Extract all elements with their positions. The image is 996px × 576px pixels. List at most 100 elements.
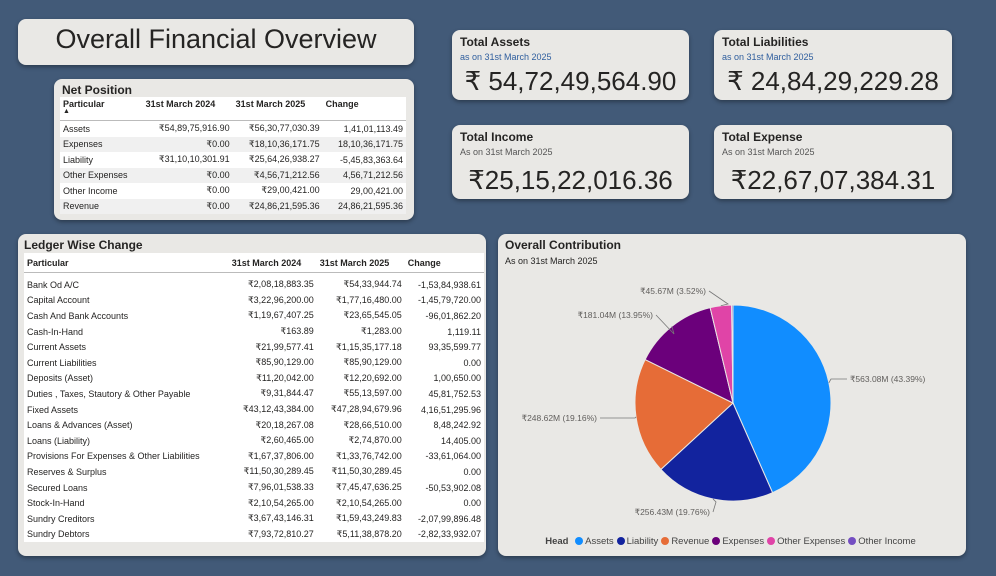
kpi-value: ₹25,15,22,016.36 bbox=[468, 165, 673, 195]
table-cell: 93,35,599.77 bbox=[428, 342, 481, 353]
table-row[interactable]: Sundry Debtors ₹7,93,72,810.27 ₹5,11,38,87… bbox=[24, 527, 484, 543]
table-cell: Sundry Debtors bbox=[27, 529, 90, 540]
total-liabilities-card[interactable]: Total Liabilities as on 31st March 2025 … bbox=[714, 30, 952, 100]
table-cell: ₹0.00 bbox=[142, 167, 233, 183]
ledger-table: Particular 31st March 2024 31st March 20… bbox=[24, 253, 484, 543]
legend-dot-icon bbox=[575, 537, 584, 545]
table-cell: 4,16,51,295.96 bbox=[420, 404, 481, 415]
table-row[interactable]: Reserves & Surplus ₹11,50,30,289.45 ₹11,50… bbox=[24, 464, 484, 480]
table-row[interactable]: Stock-In-Hand ₹2,10,54,265.00 ₹2,10,54,265… bbox=[24, 495, 484, 511]
table-row[interactable]: Liability ₹31,10,10,301.91 ₹25,64,26,938.2… bbox=[60, 152, 406, 168]
column-header[interactable]: Change bbox=[322, 97, 406, 121]
pie-slice-other-income[interactable] bbox=[731, 304, 734, 404]
table-cell: ₹54,33,944.74 bbox=[343, 279, 402, 290]
table-cell: ₹29,00,421.00 bbox=[261, 185, 320, 196]
table-cell: Fixed Assets bbox=[27, 404, 79, 415]
table-cell: 0.00 bbox=[463, 498, 481, 509]
table-row[interactable]: Provisions For Expenses & Other Liabilit… bbox=[24, 449, 484, 465]
leader-line bbox=[712, 498, 717, 513]
table-cell: -50,53,902.08 bbox=[425, 482, 481, 493]
data-label: ₹181.04M (13.95%) bbox=[578, 310, 654, 320]
data-label: ₹563.08M (43.39%) bbox=[850, 374, 926, 384]
legend-dot-icon bbox=[767, 537, 776, 545]
table-cell: ₹47,28,94,679.96 bbox=[330, 404, 402, 415]
table-row[interactable]: Fixed Assets ₹43,12,43,384.00 ₹47,28,94,67… bbox=[24, 402, 484, 418]
table-row[interactable]: Loans & Advances (Asset) ₹20,18,267.08 ₹28… bbox=[24, 417, 484, 433]
table-cell: -1,53,84,938.61 bbox=[417, 279, 481, 290]
pie-slice-liability[interactable] bbox=[660, 402, 774, 502]
table-row[interactable]: Secured Loans ₹7,96,01,538.33 ₹7,45,47,636… bbox=[24, 480, 484, 496]
table-row[interactable]: Assets ₹54,89,75,916.90 ₹56,30,77,030.39 1,… bbox=[60, 121, 406, 137]
chart-legend: Head Assets Liability Revenue Expenses Other… bbox=[498, 536, 966, 547]
data-label: ₹256.43M (19.76%) bbox=[635, 507, 711, 517]
legend-item[interactable]: Other Income bbox=[848, 536, 916, 547]
table-row[interactable]: Expenses ₹0.00 ₹18,10,36,171.75 18,10,36,17… bbox=[60, 136, 406, 152]
column-header[interactable]: Particular bbox=[24, 253, 229, 273]
table-cell: Loans (Liability) bbox=[27, 435, 91, 446]
table-cell: ₹54,89,75,916.90 bbox=[158, 123, 230, 134]
data-label: ₹45.67M (3.52%) bbox=[640, 286, 706, 296]
table-row[interactable]: Revenue ₹0.00 ₹24,86,21,595.36 24,86,21,595… bbox=[60, 198, 406, 214]
table-row[interactable]: Cash-In-Hand ₹163.89 ₹1,283.00 1,119.11 bbox=[24, 324, 484, 340]
legend-label: Liability bbox=[626, 536, 659, 547]
table-cell: ₹7,93,72,810.27 bbox=[247, 528, 314, 539]
table-cell: ₹11,20,042.00 bbox=[256, 372, 314, 383]
table-cell: ₹28,66,510.00 bbox=[343, 419, 402, 430]
kpi-subtitle: as on 31st March 2025 bbox=[460, 52, 552, 62]
table-cell: -2,07,99,896.48 bbox=[417, 513, 481, 524]
table-row[interactable]: Other Expenses ₹0.00 ₹4,56,71,212.56 4,56,7… bbox=[60, 167, 406, 183]
legend-item[interactable]: Expenses bbox=[712, 536, 764, 547]
table-cell: ₹4,56,71,212.56 bbox=[232, 167, 323, 183]
table-cell: ₹24,86,21,595.36 bbox=[232, 198, 323, 214]
table-row[interactable]: Duties , Taxes, Stautory & Other Payable… bbox=[24, 386, 484, 402]
total-income-card[interactable]: Total Income As on 31st March 2025 ₹25,1… bbox=[452, 125, 689, 199]
table-cell: Capital Account bbox=[27, 295, 90, 306]
table-row[interactable]: Current Assets ₹21,99,577.41 ₹1,15,35,177.… bbox=[24, 339, 484, 355]
sort-up-icon[interactable]: ▲ bbox=[63, 108, 70, 115]
table-cell: Deposits (Asset) bbox=[27, 373, 94, 384]
table-row[interactable]: Cash And Bank Accounts ₹1,19,67,407.25 ₹23… bbox=[24, 308, 484, 324]
column-header[interactable]: 31st March 2024 bbox=[142, 97, 233, 121]
table-row[interactable]: Loans (Liability) ₹2,60,465.00 ₹2,74,870.0… bbox=[24, 433, 484, 449]
table-cell: ₹21,99,577.41 bbox=[255, 341, 314, 352]
kpi-subtitle: as on 31st March 2025 bbox=[722, 52, 814, 62]
legend-item[interactable]: Other Expenses bbox=[767, 536, 845, 547]
legend-dot-icon bbox=[616, 537, 625, 545]
table-row[interactable]: Deposits (Asset) ₹11,20,042.00 ₹12,20,692.… bbox=[24, 371, 484, 387]
net-position-title: Net Position bbox=[62, 83, 133, 97]
ledger-wise-change-card: Ledger Wise Change Particular 31st March… bbox=[18, 234, 486, 556]
total-assets-card[interactable]: Total Assets as on 31st March 2025 ₹ 54,… bbox=[452, 30, 689, 100]
table-cell: Cash-In-Hand bbox=[27, 326, 84, 337]
column-header[interactable]: Change bbox=[404, 253, 484, 273]
legend-item[interactable]: Liability bbox=[616, 536, 659, 547]
net-position-card: Net Position Particular ▲ 31st March 2024… bbox=[54, 79, 414, 220]
table-cell: Current Liabilities bbox=[27, 357, 97, 368]
table-cell: Current Assets bbox=[27, 342, 87, 353]
kpi-value: ₹22,67,07,384.31 bbox=[730, 165, 936, 195]
legend-item[interactable]: Revenue bbox=[661, 536, 709, 547]
table-row[interactable]: Bank Od A/C ₹2,08,18,883.35 ₹54,33,944.74 -… bbox=[24, 273, 484, 293]
table-cell: Liability bbox=[63, 154, 94, 165]
pie-slice-revenue[interactable] bbox=[634, 358, 734, 471]
table-cell: 45,81,752.53 bbox=[428, 388, 481, 399]
legend-label: Revenue bbox=[671, 536, 710, 547]
table-cell: Assets bbox=[63, 123, 91, 134]
column-header[interactable]: Particular ▲ bbox=[60, 97, 143, 121]
total-expense-card[interactable]: Total Expense As on 31st March 2025 ₹22,… bbox=[714, 125, 952, 199]
table-row[interactable]: Sundry Creditors ₹3,67,43,146.31 ₹1,59,43,… bbox=[24, 511, 484, 527]
pie-slice-assets[interactable] bbox=[732, 304, 832, 494]
column-header[interactable]: 31st March 2025 bbox=[232, 97, 323, 121]
table-cell: ₹1,15,35,177.18 bbox=[335, 341, 402, 352]
table-row[interactable]: Capital Account ₹3,22,96,200.00 ₹1,77,16,4… bbox=[24, 293, 484, 309]
table-cell: -5,45,83,363.64 bbox=[339, 154, 403, 165]
table-row[interactable]: Current Liabilities ₹85,90,129.00 ₹85,90,1… bbox=[24, 355, 484, 371]
net-position-table: Particular ▲ 31st March 2024 31st March 2… bbox=[60, 97, 406, 214]
data-label: ₹248.62M (19.16%) bbox=[522, 413, 598, 423]
column-header[interactable]: 31st March 2024 bbox=[228, 253, 317, 273]
table-row[interactable]: Other Income ₹0.00 ₹29,00,421.00 29,00,421.… bbox=[60, 183, 406, 199]
table-cell: ₹56,30,77,030.39 bbox=[248, 123, 320, 134]
leader-line bbox=[828, 378, 847, 383]
table-cell: ₹43,12,43,384.00 bbox=[242, 404, 314, 415]
column-header[interactable]: 31st March 2025 bbox=[316, 253, 405, 273]
legend-item[interactable]: Assets bbox=[575, 536, 614, 547]
